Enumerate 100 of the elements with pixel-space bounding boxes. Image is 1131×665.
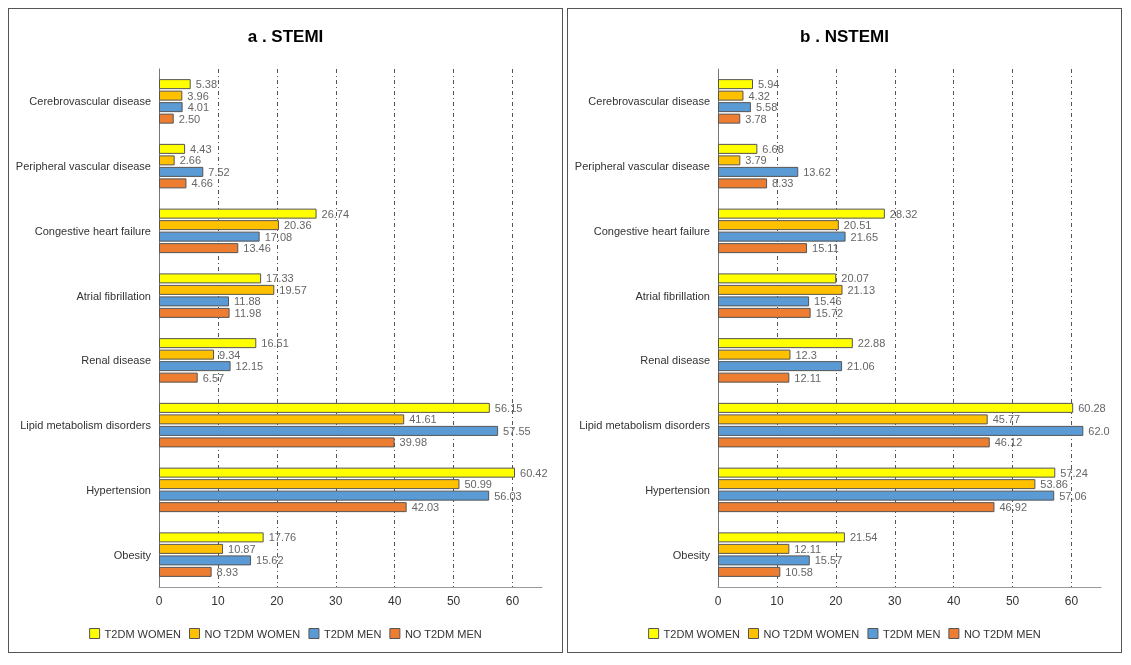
y-tick-label: Obesity [113,548,152,561]
y-tick-label: Renal disease [640,354,710,367]
x-tick-label: 30 [329,594,343,608]
data-label: 56.15 [494,401,523,414]
data-label: 16.51 [261,337,289,350]
x-tick-label: 40 [388,594,402,608]
data-label: 41.61 [409,413,437,426]
data-label: 26.74 [321,207,350,220]
data-label: 19.57 [279,283,307,296]
y-tick-label: Congestive heart failure [34,224,151,237]
y-tick-label: Obesity [672,548,711,561]
data-label: 53.86 [1040,478,1068,491]
x-tick-label: 50 [446,594,461,608]
data-label: 15.57 [814,554,843,567]
x-tick-label: 20 [270,594,284,608]
y-tick-label: Renal disease [81,354,151,367]
data-label: 56.03 [494,489,522,502]
data-label: 5.58 [755,101,778,114]
data-label: 12.3 [795,348,817,361]
data-label: 12.11 [794,371,822,384]
data-label: 57.24 [1060,466,1088,479]
x-tick-label: 30 [888,594,902,608]
data-label: 21.06 [847,360,875,373]
x-tick-label: 40 [947,594,961,608]
data-label: 5.94 [758,78,780,91]
data-label: 20.51 [843,219,872,232]
legend-label: NO T2DM WOMEN [763,627,860,640]
data-label: 4.32 [748,89,770,102]
data-label: 15.46 [814,295,842,308]
data-label: 28.32 [889,207,918,220]
data-label: 8.33 [772,177,794,190]
data-label: 4.66 [191,177,213,190]
legend-label: T2DM WOMEN [663,627,741,640]
data-label: 60.42 [520,466,548,479]
data-label: 17.76 [268,531,297,544]
data-label: 15.72 [815,306,844,319]
data-label: 45.77 [992,413,1021,426]
x-tick-label: 60 [505,594,520,608]
data-label: 62.0 [1088,424,1110,437]
data-label: 22.88 [857,337,886,350]
y-tick-label: Cerebrovascular disease [588,95,710,108]
data-label: 12.15 [235,360,264,373]
data-label: 46.12 [994,436,1023,449]
y-tick-label: Peripheral vascular disease [15,160,151,173]
data-label: 6.68 [762,142,784,155]
data-label: 10.87 [228,542,256,555]
data-label: 12.11 [794,542,822,555]
data-label: 60.28 [1078,401,1106,414]
chart-title: a . STEMI [247,27,324,46]
data-label: 13.46 [243,242,271,255]
legend-label: T2DM MEN [882,627,941,640]
chart-title: b . NSTEMI [800,27,889,46]
y-tick-label: Atrial fibrillation [76,289,151,302]
data-label: 20.36 [283,219,312,232]
data-label: 3.78 [745,112,767,125]
data-label: 57.55 [503,424,531,437]
data-label: 20.07 [841,272,869,285]
x-tick-label: 50 [1005,594,1020,608]
legend-label: NO T2DM MEN [404,627,482,640]
legend-label: T2DM WOMEN [104,627,182,640]
x-tick-label: 10 [770,594,784,608]
data-label: 15.62 [256,554,284,567]
data-label: 3.96 [187,89,209,102]
data-label: 4.01 [187,101,210,114]
data-label: 11.98 [234,306,262,319]
legend-label: NO T2DM MEN [963,627,1041,640]
data-label: 8.93 [216,565,239,578]
data-label: 17.08 [264,230,293,243]
y-tick-label: Atrial fibrillation [635,289,710,302]
y-tick-label: Lipid metabolism disorders [20,419,152,432]
data-label: 39.98 [399,436,428,449]
legend-label: T2DM MEN [323,627,382,640]
data-label: 10.58 [785,565,813,578]
y-tick-label: Hypertension [645,483,710,496]
data-label: 42.03 [411,501,440,514]
y-tick-label: Peripheral vascular disease [574,160,710,173]
x-tick-label: 60 [1064,594,1079,608]
y-tick-label: Hypertension [86,483,151,496]
x-tick-label: 20 [829,594,843,608]
data-label: 13.62 [803,165,831,178]
data-label: 11.88 [234,295,261,308]
y-tick-label: Lipid metabolism disorders [579,419,711,432]
data-label: 7.52 [208,165,230,178]
data-label: 15.11 [812,242,839,255]
data-label: 9.34 [219,348,241,361]
x-tick-label: 10 [211,594,225,608]
data-label: 46.92 [999,501,1027,514]
data-label: 21.13 [847,283,876,296]
x-tick-label: 0 [155,594,163,608]
data-label: 5.38 [195,78,218,91]
data-label: 21.65 [850,230,879,243]
y-tick-label: Cerebrovascular disease [29,95,151,108]
data-label: 4.43 [190,142,212,155]
x-tick-label: 0 [714,594,722,608]
data-label: 57.06 [1059,489,1087,502]
data-label: 2.50 [178,112,201,125]
data-label: 3.79 [745,154,767,167]
data-label: 21.54 [849,531,878,544]
data-label: 2.66 [179,154,202,167]
data-label: 17.33 [266,272,294,285]
